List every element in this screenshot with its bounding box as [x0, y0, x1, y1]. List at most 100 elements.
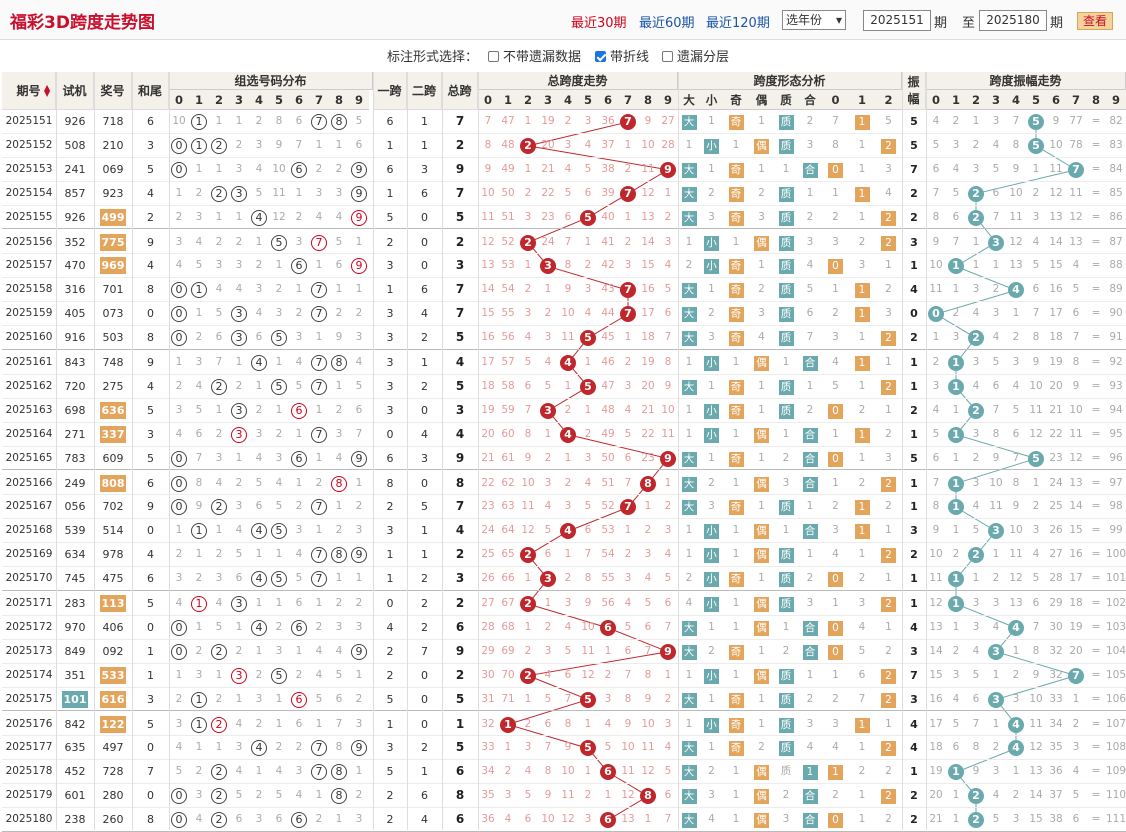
- sum-tail-cell: 6: [147, 572, 154, 586]
- trend-cell: 1: [584, 765, 592, 778]
- amp-digit-header: 6: [1046, 90, 1066, 110]
- group-digit-cell: 1: [275, 403, 283, 416]
- shape-cell: 偶: [749, 472, 774, 496]
- amp-trend-cell: =: [1091, 572, 1101, 585]
- table-row: [2, 158, 1126, 182]
- amp-trend-cell: 1: [1032, 162, 1040, 175]
- trend-cell: 8: [564, 259, 572, 272]
- group-digit-cell: 1: [275, 259, 283, 272]
- group-digit-cell: 3: [235, 500, 243, 513]
- checkbox-unchecked-icon[interactable]: [662, 51, 673, 62]
- group-digit-cell: 0: [169, 278, 189, 302]
- drawn-digit-circle: 2: [211, 185, 227, 202]
- shape-cell: 1: [806, 668, 814, 681]
- trend-cell: 17: [481, 356, 495, 368]
- amp-trend-cell: 2: [972, 138, 980, 151]
- trend-cell: 6: [644, 620, 652, 633]
- shape-sub-header: 大: [678, 90, 700, 110]
- group-digit-cell: 6: [335, 692, 343, 705]
- amp-trend-cell: 7: [952, 235, 960, 248]
- option-line[interactable]: 带折线: [595, 46, 649, 65]
- shape-cell: 小: [700, 519, 723, 543]
- range-120-link[interactable]: 最近120期: [706, 16, 770, 31]
- group-digit-cell: 2: [215, 427, 223, 440]
- shape-tag: 奇: [728, 500, 744, 516]
- group-digit-cell: 2: [175, 692, 183, 705]
- prize-number-cell: 718: [102, 115, 124, 128]
- amp-ball: 4: [1008, 282, 1024, 299]
- trend-cell: 6: [524, 813, 532, 826]
- prize-number-cell: 702: [102, 500, 124, 514]
- test-number-cell: 926: [64, 115, 86, 128]
- amp-trend-cell: 1: [972, 235, 980, 248]
- range-30-link[interactable]: 最近30期: [571, 16, 627, 31]
- checkbox-checked-icon[interactable]: [595, 51, 606, 62]
- amp-ball: 2: [968, 209, 984, 226]
- drawn-digit-circle: 1: [191, 716, 207, 733]
- amp-trend-cell: 4: [1006, 736, 1026, 760]
- shape-cell: 小: [700, 567, 723, 591]
- group-digit-cell: 1: [295, 476, 303, 489]
- from-issue-input[interactable]: 2025151: [863, 10, 931, 31]
- trend-cell: 9: [544, 789, 552, 802]
- shape-cell: 1: [758, 259, 765, 272]
- trend-cell: 9: [484, 162, 492, 175]
- shape-cell: 1: [732, 597, 740, 609]
- shape-cell: 大: [678, 760, 700, 784]
- drawn-digit-circle: 1: [191, 282, 207, 299]
- option-layer[interactable]: 遗漏分层: [662, 46, 729, 65]
- col-issue-header[interactable]: 期号: [2, 72, 56, 110]
- shape-tag: 大: [681, 379, 697, 395]
- shape-cell: 1: [732, 765, 740, 778]
- shape-sub-header: 1: [849, 90, 875, 110]
- test-number-cell: 283: [64, 597, 86, 610]
- group-digit-cell: 1: [295, 283, 303, 296]
- trend-cell: 48: [601, 403, 615, 416]
- shape-cell: 2: [806, 403, 814, 416]
- amp-trend-cell: 14: [1069, 500, 1083, 513]
- trend-cell: 5: [564, 644, 572, 657]
- option-no-missing[interactable]: 不带遗漏数据: [488, 46, 581, 65]
- group-digit-cell: 7: [309, 302, 329, 326]
- sort-icon[interactable]: ▲ ▼: [44, 83, 51, 98]
- group-digit-cell: 5: [315, 692, 323, 705]
- shape-tag: 偶: [754, 427, 769, 443]
- total-span-cell: 7: [455, 282, 465, 297]
- shape-cell: 偶: [749, 808, 774, 832]
- trend-cell: 51: [501, 210, 515, 223]
- query-button[interactable]: 查看: [1077, 12, 1113, 30]
- group-digit-cell: 6: [289, 688, 309, 712]
- drawn-digit-circle: 9: [351, 450, 367, 467]
- amp-trend-cell: 19: [929, 765, 943, 778]
- group-digit-cell: 3: [335, 620, 343, 633]
- trend-cell: 1: [544, 283, 552, 296]
- trend-cell: 23: [641, 451, 655, 464]
- test-number-cell: 316: [64, 283, 86, 297]
- span1-cell: 3: [386, 524, 394, 538]
- drawn-digit-circle: 8: [331, 788, 347, 805]
- shape-cell: 2: [875, 231, 902, 255]
- shape-cell: 合: [798, 158, 822, 182]
- shape-cell: 质: [774, 182, 798, 206]
- year-select[interactable]: 选年份 ▾: [782, 10, 846, 30]
- range-60-link[interactable]: 最近60期: [639, 16, 695, 31]
- drawn-digit-circle: 1: [191, 114, 207, 130]
- sum-tail-cell: 0: [147, 620, 154, 634]
- trend-cell: 1: [498, 713, 518, 737]
- checkbox-unchecked-icon[interactable]: [488, 51, 499, 62]
- to-issue-input[interactable]: 2025180: [979, 10, 1047, 31]
- amp-trend-cell: 5: [972, 668, 980, 681]
- shape-cell: 奇: [723, 713, 749, 737]
- group-digit-cell: 4: [275, 765, 283, 778]
- trend-cell: 15: [481, 307, 495, 320]
- table-row: [2, 567, 1126, 591]
- span2-cell: 0: [421, 259, 428, 273]
- shape-tag: 小: [704, 427, 719, 443]
- group-digit-cell: 1: [295, 186, 303, 199]
- prize-number-cell: 503: [102, 331, 124, 345]
- sum-tail-cell: 0: [147, 524, 154, 538]
- span-ball: 7: [620, 306, 636, 323]
- sum-tail-cell: 3: [147, 427, 154, 441]
- drawn-digit-circle: 6: [291, 691, 307, 708]
- amp-cell: 1: [910, 500, 918, 514]
